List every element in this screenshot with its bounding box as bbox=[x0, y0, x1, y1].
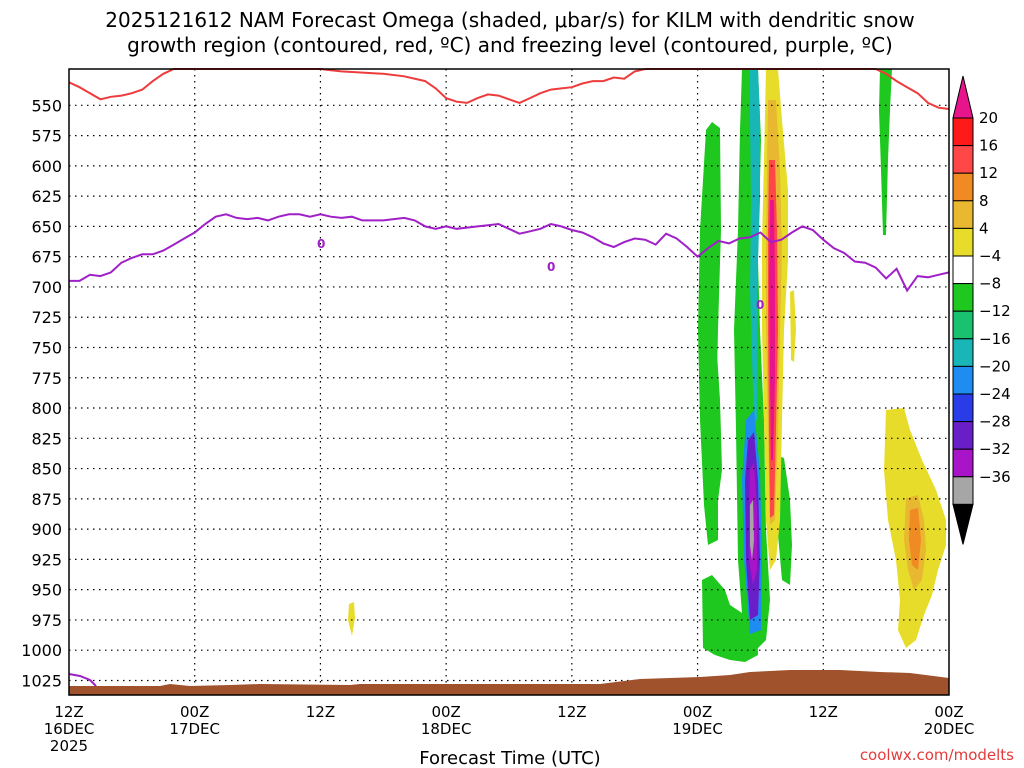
colorbar-swatch bbox=[952, 393, 974, 423]
plot-area bbox=[69, 69, 949, 695]
omega-region-gray bbox=[750, 500, 754, 560]
y-tick-label: 600 bbox=[31, 157, 62, 176]
colorbar-swatch bbox=[952, 448, 974, 478]
x-tick-label: 00Z bbox=[934, 703, 963, 721]
colorbar-swatch bbox=[952, 338, 974, 367]
colorbar-top-arrow bbox=[952, 75, 974, 119]
chart-title-line1: 2025121612 NAM Forecast Omega (shaded, μ… bbox=[105, 8, 914, 32]
terrain-surface bbox=[69, 670, 949, 695]
omega-region-magenta-core bbox=[769, 200, 775, 460]
omega-region-orange-east-core bbox=[909, 508, 921, 570]
colorbar-label: −36 bbox=[979, 468, 1011, 486]
colorbar-swatch bbox=[952, 227, 974, 257]
colorbar-label: 16 bbox=[979, 137, 998, 155]
vertical-gridlines bbox=[194, 69, 824, 695]
colorbar-label: −4 bbox=[979, 247, 1001, 265]
colorbar-swatch bbox=[952, 421, 974, 450]
colorbar-label: 4 bbox=[979, 219, 989, 237]
omega-region-yellow-small-east bbox=[790, 290, 796, 362]
x-tick-label: 16DEC bbox=[44, 720, 95, 738]
freezing-level-line bbox=[69, 213, 950, 293]
x-tick-label: 12Z bbox=[809, 703, 838, 721]
y-tick-label: 925 bbox=[31, 550, 62, 569]
y-tick-label: 900 bbox=[31, 520, 62, 539]
colorbar-swatch bbox=[952, 283, 974, 312]
x-tick-label: 2025 bbox=[50, 737, 88, 755]
y-tick-label: 950 bbox=[31, 581, 62, 600]
x-tick-label: 00Z bbox=[683, 703, 712, 721]
freezing-label-1: 0 bbox=[317, 237, 325, 251]
omega-region-yellow-small-west bbox=[348, 602, 355, 636]
colorbar-label: −16 bbox=[979, 330, 1011, 348]
omega-region-green-west-lower bbox=[706, 335, 722, 500]
y-tick-label: 750 bbox=[31, 338, 62, 357]
colorbar-swatch bbox=[952, 476, 974, 505]
y-tick-label: 800 bbox=[31, 399, 62, 418]
y-axis-labels: 550 575 600 625 650 675 700 725 750 775 800 825 850 8… bbox=[21, 96, 62, 690]
colorbar-label: −12 bbox=[979, 302, 1011, 320]
y-tick-label: 575 bbox=[31, 127, 62, 146]
y-tick-label: 875 bbox=[31, 490, 62, 509]
x-tick-label: 19DEC bbox=[672, 720, 723, 738]
colorbar-bottom-arrow bbox=[952, 503, 974, 545]
x-tick-label: 12Z bbox=[557, 703, 586, 721]
x-tick-label: 12Z bbox=[306, 703, 335, 721]
colorbar-label: −28 bbox=[979, 413, 1011, 431]
omega-shading bbox=[348, 69, 946, 662]
y-tick-label: 700 bbox=[31, 278, 62, 297]
y-tick-label: 775 bbox=[31, 369, 62, 388]
colorbar-label: −20 bbox=[979, 357, 1011, 375]
colorbar-swatch bbox=[952, 365, 974, 395]
colorbar-label: 20 bbox=[979, 109, 998, 127]
y-tick-label: 650 bbox=[31, 217, 62, 236]
x-tick-label: 00Z bbox=[431, 703, 460, 721]
colorbar-swatch bbox=[952, 255, 974, 285]
colorbar-swatch bbox=[952, 117, 974, 147]
y-tick-label: 550 bbox=[31, 96, 62, 115]
plot-frame bbox=[68, 68, 950, 696]
y-tick-label: 850 bbox=[31, 460, 62, 479]
freezing-label-3: 0 bbox=[756, 298, 764, 312]
x-tick-label: 18DEC bbox=[421, 720, 472, 738]
colorbar-swatch bbox=[952, 200, 974, 229]
colorbar-label: 12 bbox=[979, 164, 998, 182]
freezing-level-line-surface bbox=[68, 673, 97, 687]
freezing-label-2: 0 bbox=[547, 260, 555, 274]
colorbar-label: −32 bbox=[979, 440, 1011, 458]
colorbar-label: −8 bbox=[979, 275, 1001, 293]
credit-text: coolwx.com/modelts bbox=[860, 746, 1014, 764]
colorbar-swatch bbox=[952, 310, 974, 340]
colorbar-label: −24 bbox=[979, 385, 1011, 403]
color-bar: 20 16 12 8 4 −4 −8 −12 −16 −20 −24 −28 −32 −36 bbox=[952, 75, 1011, 545]
chart-title-line2: growth region (contoured, red, ºC) and f… bbox=[127, 33, 893, 57]
freezing-level-labels: 0 0 0 bbox=[317, 237, 764, 312]
y-tick-label: 1000 bbox=[21, 641, 62, 660]
omega-region-teal bbox=[750, 69, 760, 420]
omega-region-green-south bbox=[702, 575, 758, 662]
x-tick-label: 00Z bbox=[180, 703, 209, 721]
colorbar-swatch bbox=[952, 145, 974, 174]
y-tick-label: 1025 bbox=[21, 671, 62, 690]
x-tick-label: 17DEC bbox=[169, 720, 220, 738]
x-axis-title: Forecast Time (UTC) bbox=[419, 748, 600, 768]
colorbar-label: 8 bbox=[979, 192, 989, 210]
y-tick-label: 625 bbox=[31, 187, 62, 206]
colorbar-swatch bbox=[952, 172, 974, 202]
y-tick-label: 725 bbox=[31, 308, 62, 327]
y-tick-label: 675 bbox=[31, 248, 62, 267]
x-tick-label: 20DEC bbox=[924, 720, 975, 738]
x-tick-label: 12Z bbox=[54, 703, 83, 721]
y-tick-label: 975 bbox=[31, 611, 62, 630]
omega-region-green-ne-spike bbox=[879, 69, 892, 235]
y-tick-label: 825 bbox=[31, 429, 62, 448]
